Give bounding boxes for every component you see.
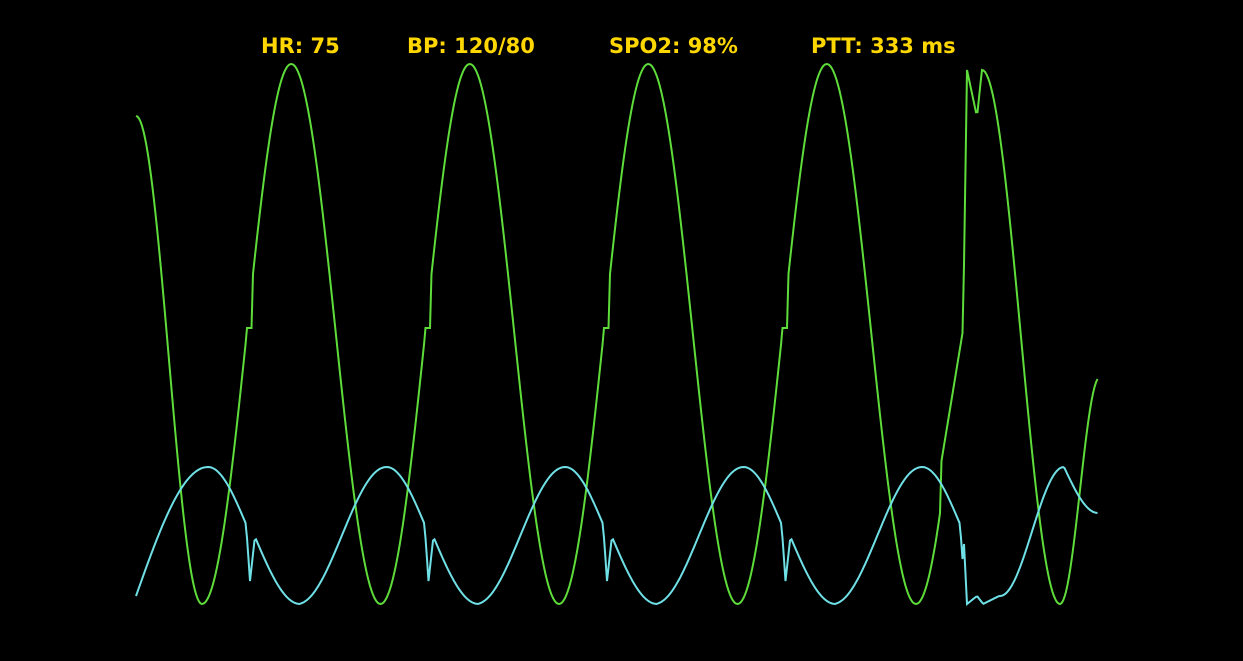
vitals-readout-bar: HR: 75 BP: 120/80 SPO2: 98% PTT: 333 ms [0, 31, 1243, 61]
heart-rate-readout: HR: 75 [261, 34, 340, 58]
ppg-waveform-line [135, 63, 1099, 606]
blood-pressure-readout: BP: 120/80 [407, 34, 535, 58]
spo2-readout: SPO2: 98% [609, 34, 738, 58]
pressure-waveform-line [135, 465, 1098, 607]
ptt-readout: PTT: 333 ms [811, 34, 956, 58]
